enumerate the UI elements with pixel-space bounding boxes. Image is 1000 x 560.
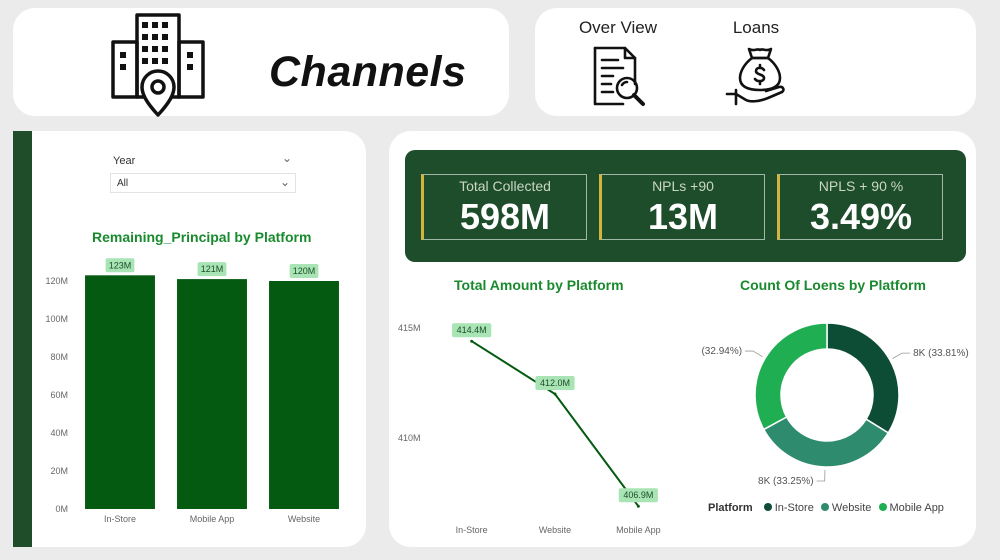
y-tick-label: 0M [55,504,68,514]
y-tick-label: 100M [45,314,68,324]
kpi-total-collected: Total Collected 598M [421,174,587,240]
page-title: Channels [269,48,467,96]
year-slicer-title: Year [113,155,136,167]
kpi-npls-90: NPLs +90 13M [599,174,765,240]
count-of-loans-donut-chart: 8K (33.81%) 8K (33.25%) 8K (32.94%) [700,322,969,487]
kpi-band [405,150,966,262]
data-label-bg [452,323,492,338]
building-location-icon [111,13,205,117]
legend-swatch [820,503,829,511]
x-tick-label: Website [539,525,571,535]
legend-swatch [763,503,772,511]
y-tick-label: 20M [50,466,68,476]
loans-nav-label: Loans [732,18,780,37]
kpi-value: 13M [647,196,719,237]
legend-label: Mobile App [889,502,944,514]
data-label-bg [289,264,319,278]
donut-slice [826,322,900,434]
legend-label: In-Store [774,502,814,514]
leader-line [892,352,911,359]
remaining-principal-bar-chart: 0M 20M 40M 60M 80M 100M 120M 123M In-Store 121M Mo… [45,258,339,524]
legend-swatch [878,503,887,511]
total-amount-line-chart: 410M 415M 414.4M In-Store 412.0M Website 406.9… [398,323,661,535]
line-series [471,340,640,507]
y-tick-label: 40M [50,428,68,438]
money-bag-hand-icon [725,47,785,106]
data-label-bg [197,262,227,277]
line-point [553,392,557,396]
y-tick-label: 60M [50,390,68,400]
legend-title: Platform [708,502,753,514]
legend-item[interactable]: Mobile App [878,502,944,514]
panel-accent-bar [13,131,32,547]
donut-slice [762,415,890,468]
line-chart-title: Total Amount by Platform [454,277,624,293]
line-point [470,339,474,343]
donut-chart-title: Count Of Loens by Platform [740,277,926,293]
data-label: 123M [109,260,132,270]
kpi-npls-90-percent: NPLS + 90 % 3.49% [777,174,943,240]
chevron-down-icon[interactable]: ⌄ [282,151,293,165]
leader-line [816,469,826,482]
data-label: 406.9M [623,490,653,500]
kpi-label: NPLS + 90 % [818,178,904,194]
x-tick-label: Website [288,514,320,524]
year-slicer-dropdown[interactable]: All ⌄ [110,173,296,193]
data-label: 8K (33.25%) [758,476,814,487]
data-label: 120M [293,266,316,276]
kpi-label: Total Collected [459,178,551,194]
legend-label: Website [831,502,872,514]
kpi-label: NPLs +90 [652,178,714,194]
data-label: 121M [201,264,224,274]
overview-nav-label: Over View [578,18,658,37]
bar-chart-title: Remaining_Principal by Platform [92,229,312,245]
legend-item[interactable]: In-Store [763,502,814,514]
overview-nav-button[interactable]: Over View [573,18,663,108]
data-label-bg [535,376,575,390]
header-card: Channels [13,8,509,117]
donut-slice [754,322,828,431]
x-tick-label: Mobile App [616,525,661,535]
line-point [636,504,640,508]
legend-item[interactable]: Website [820,502,872,514]
kpi-value: 598M [459,196,551,237]
data-label: 8K (33.81%) [913,348,969,359]
y-tick-label: 120M [45,276,68,286]
y-tick-label: 80M [50,352,68,362]
document-search-icon [593,46,645,106]
donut-legend: Platform In-Store Website Mobile App [708,502,944,514]
data-label: 412.0M [540,378,570,388]
chevron-down-icon: ⌄ [279,175,290,189]
x-tick-label: In-Store [104,514,136,524]
x-tick-label: Mobile App [190,514,235,524]
kpi-value: 3.49% [809,196,913,237]
bar [177,279,247,509]
y-tick-label: 410M [398,433,421,443]
leader-line [745,350,763,358]
data-label-bg [105,258,135,273]
bar [269,281,339,509]
bar [85,275,155,509]
loans-nav-button[interactable]: Loans [716,18,796,108]
data-label: 8K (32.94%) [700,346,742,357]
x-tick-label: In-Store [456,525,488,535]
data-label-bg [618,488,658,503]
year-slicer-value: All [117,178,129,189]
y-tick-label: 415M [398,323,421,333]
data-label: 414.4M [457,325,487,335]
nav-card: Over View Loans [535,8,976,116]
